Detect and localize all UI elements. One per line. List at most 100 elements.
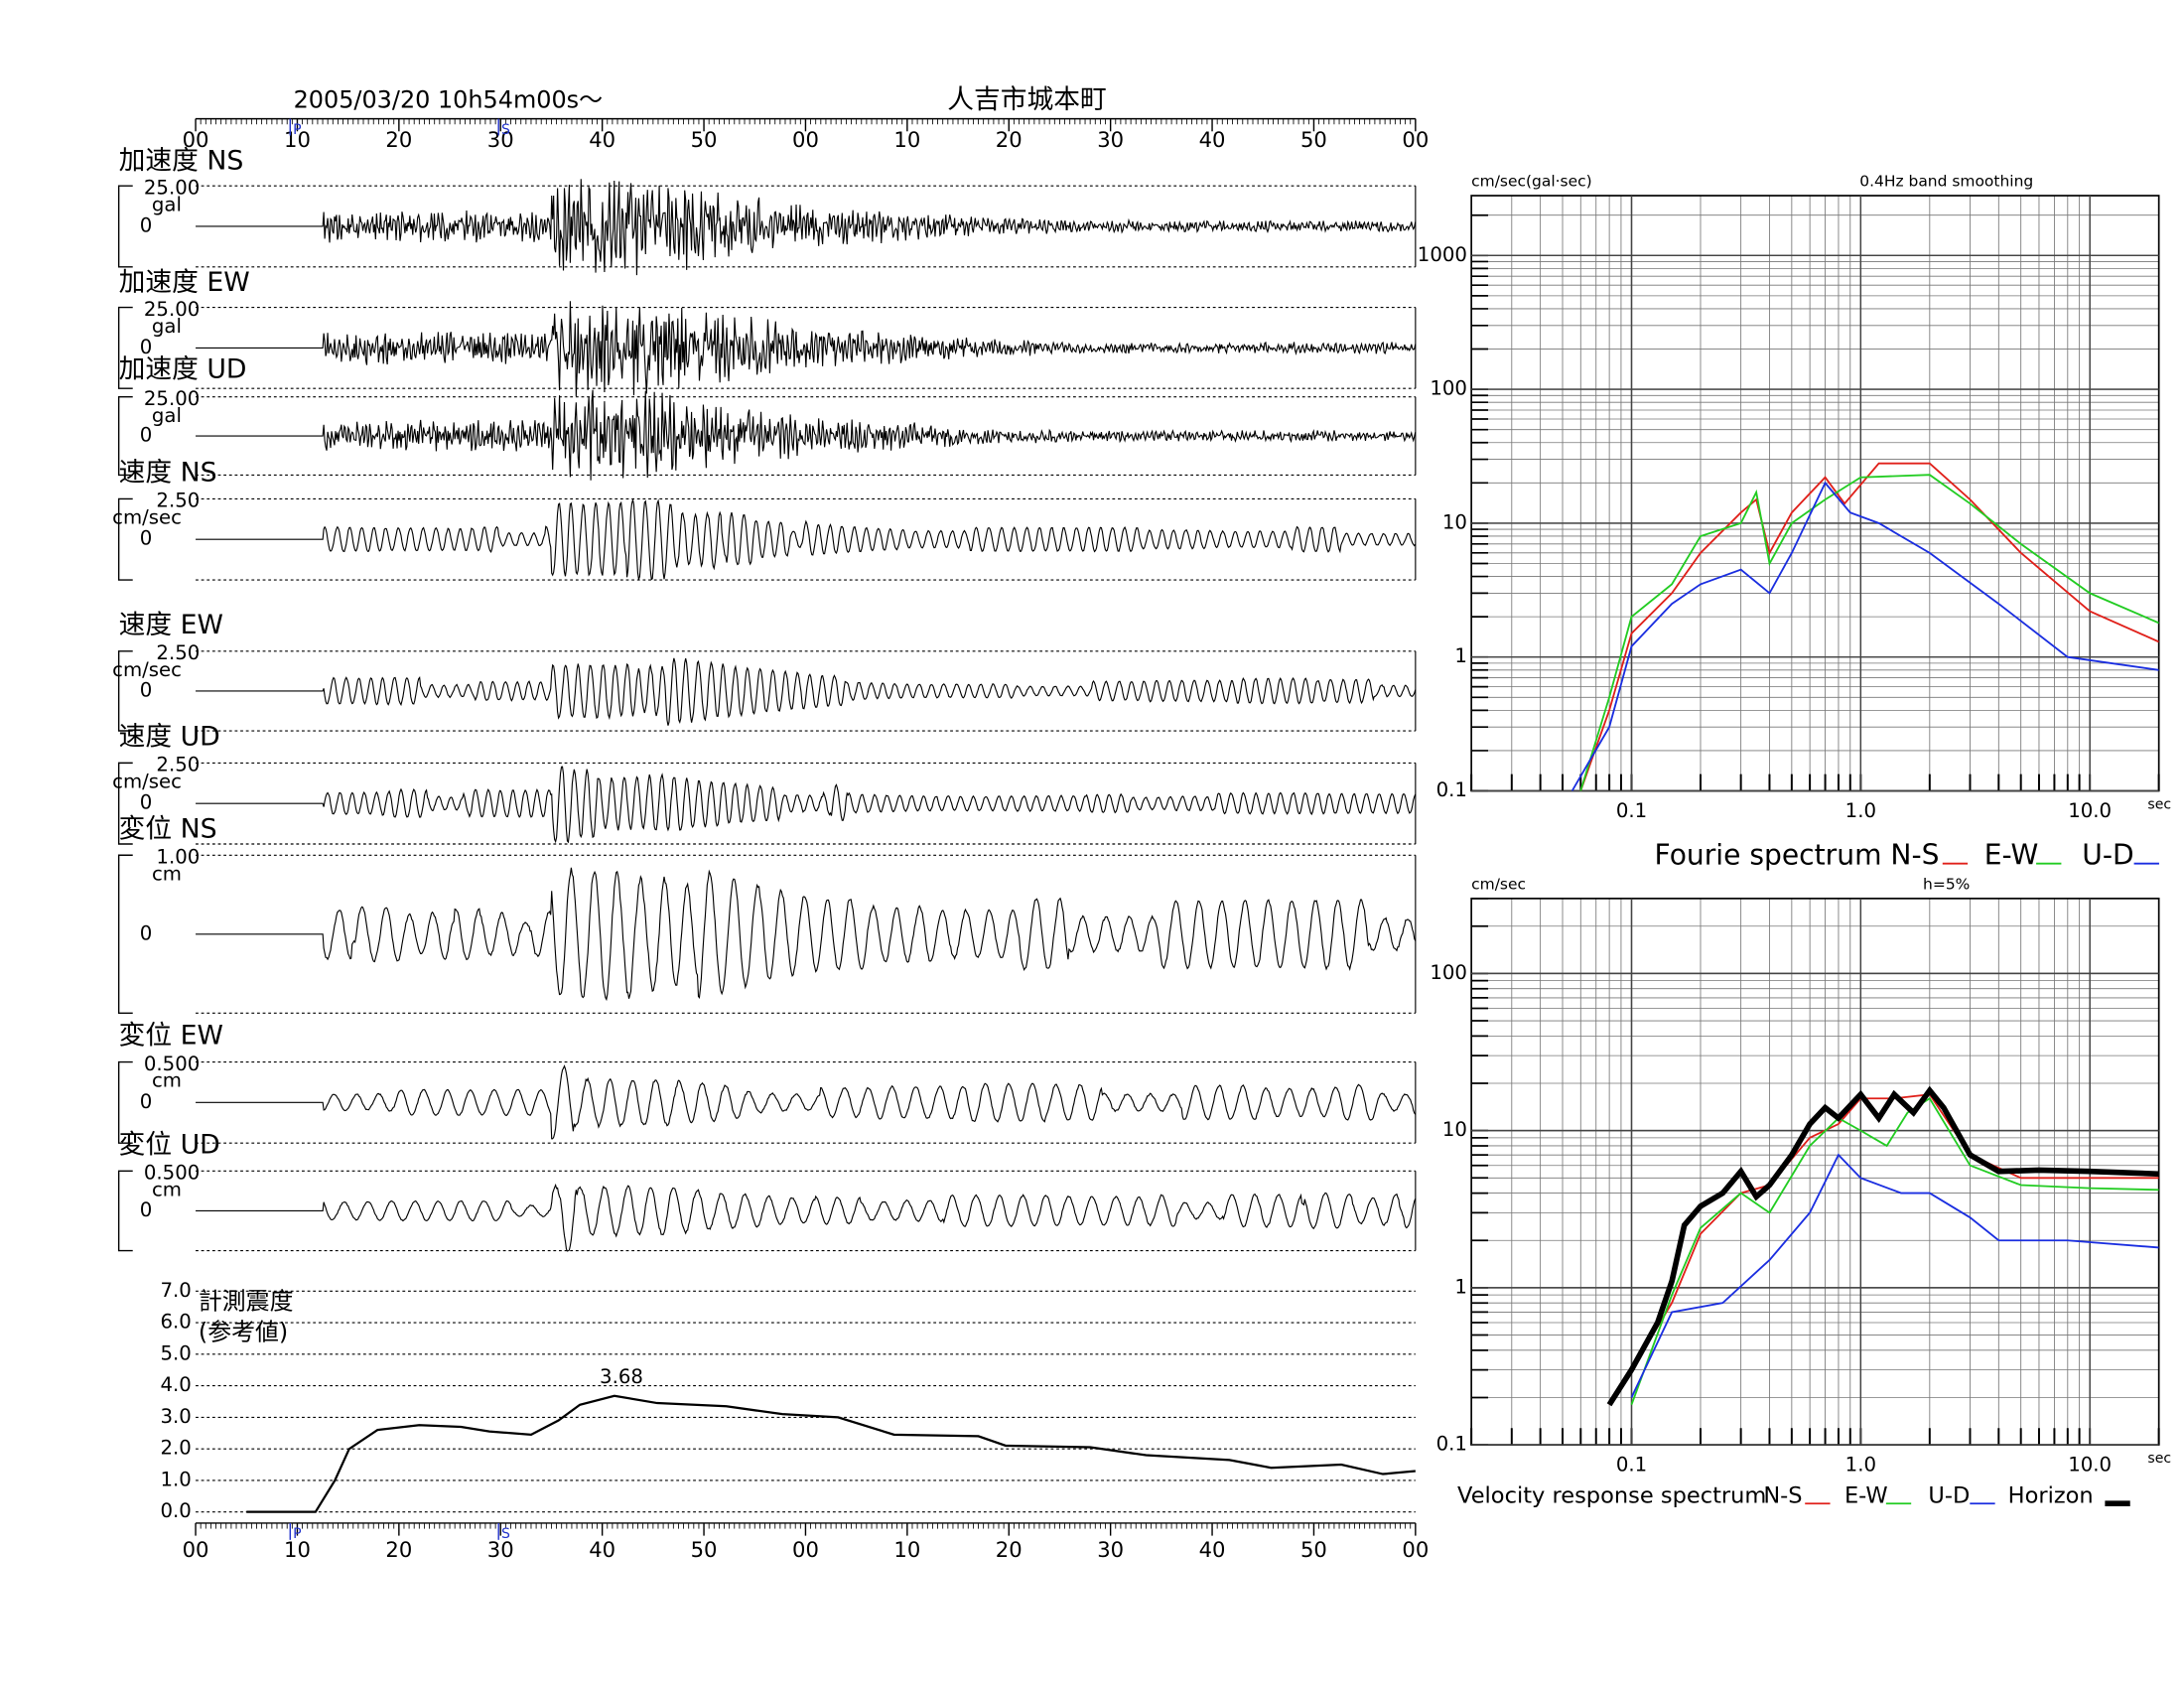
waveform-trace bbox=[196, 867, 1417, 1002]
datetime: 2005/03/20 10h54m00s〜 bbox=[294, 85, 603, 113]
scale-label: 0.500 bbox=[144, 1162, 200, 1185]
y-tick-label: 0.0 bbox=[161, 1499, 192, 1522]
zero-label: 0 bbox=[140, 336, 153, 358]
x-tick-label: 30 bbox=[1097, 1537, 1124, 1562]
panel-label: 加速度 NS bbox=[119, 146, 244, 177]
unit-label: gal bbox=[152, 404, 182, 427]
panel-label: 速度 UD bbox=[119, 722, 220, 753]
waveform-trace bbox=[196, 766, 1417, 844]
unit-label: gal bbox=[152, 193, 182, 215]
x-tick-label: 00 bbox=[1402, 127, 1429, 152]
x-tick-label: 30 bbox=[487, 127, 514, 152]
x-tick-label: 40 bbox=[589, 1537, 615, 1562]
legend-label: N-S bbox=[1763, 1483, 1802, 1509]
scale-bracket bbox=[117, 854, 133, 1014]
waveform-trace bbox=[196, 389, 1417, 481]
x-tick-label: 00 bbox=[183, 127, 209, 152]
panel-label: 変位 NS bbox=[119, 813, 217, 844]
x-unit: sec bbox=[2147, 1451, 2171, 1467]
x-tick-label: 30 bbox=[487, 1537, 514, 1562]
legend-label: U-D bbox=[2082, 839, 2133, 872]
panel-label: 加速度 EW bbox=[119, 267, 250, 298]
x-tick-label: 50 bbox=[691, 127, 718, 152]
scale-bracket bbox=[117, 1170, 133, 1252]
zero-label: 0 bbox=[140, 678, 153, 701]
x-tick-label: 30 bbox=[1097, 127, 1124, 152]
scale-bracket bbox=[117, 1060, 133, 1144]
x-unit: sec bbox=[2147, 797, 2171, 813]
scale-label: 1.00 bbox=[156, 846, 200, 869]
waveform-trace bbox=[196, 1183, 1417, 1252]
scale-label: 25.00 bbox=[144, 176, 200, 199]
panel-label: 変位 EW bbox=[119, 1021, 223, 1052]
scale-label: 25.00 bbox=[144, 387, 200, 410]
x-tick-label: 00 bbox=[792, 127, 819, 152]
panel-label: 速度 NS bbox=[119, 458, 217, 489]
x-tick-label: 20 bbox=[996, 1537, 1023, 1562]
spectrum-line bbox=[1570, 481, 2159, 791]
x-tick-label: 20 bbox=[996, 127, 1023, 152]
zero-label: 0 bbox=[140, 921, 153, 944]
spectrum-line bbox=[1630, 1153, 2159, 1398]
y-label: cm/sec(gal·sec) bbox=[1471, 172, 1592, 190]
scale-label: 25.00 bbox=[144, 298, 200, 321]
y-tick-label: 10 bbox=[1442, 1118, 1467, 1141]
scale-label: 2.50 bbox=[156, 754, 200, 776]
unit-label: gal bbox=[152, 315, 182, 338]
intensity-title: 計測震度 bbox=[199, 1288, 294, 1316]
scale-bracket bbox=[117, 762, 133, 845]
scale-bracket bbox=[117, 497, 133, 581]
x-tick-label: 50 bbox=[691, 1537, 718, 1562]
spectrum-line bbox=[1579, 474, 2159, 791]
y-tick-label: 0.1 bbox=[1436, 778, 1467, 801]
scale-bracket bbox=[117, 185, 133, 268]
x-tick-label: 10 bbox=[893, 1537, 920, 1562]
y-tick-label: 1 bbox=[1454, 1275, 1467, 1298]
x-tick-label: 40 bbox=[589, 127, 615, 152]
waveform-trace bbox=[196, 657, 1417, 726]
unit-label: cm/sec bbox=[112, 506, 182, 529]
spectrum-line bbox=[1630, 1096, 2159, 1406]
legend-title: Fourie spectrum bbox=[1655, 839, 1882, 872]
x-tick-label: 40 bbox=[1199, 1537, 1226, 1562]
phase-marker-label: S bbox=[501, 122, 510, 138]
unit-label: cm bbox=[152, 862, 182, 885]
scale-bracket bbox=[117, 306, 133, 389]
unit-label: cm/sec bbox=[112, 771, 182, 793]
x-tick-label: 10 bbox=[284, 127, 311, 152]
zero-label: 0 bbox=[140, 1090, 153, 1113]
spectrum-line bbox=[1606, 1085, 2159, 1407]
station: 人吉市城本町 bbox=[947, 84, 1106, 115]
waveform-trace bbox=[196, 301, 1417, 396]
scale-label: 0.500 bbox=[144, 1053, 200, 1075]
x-tick-label: 20 bbox=[385, 1537, 412, 1562]
legend-label: U-D bbox=[1928, 1483, 1970, 1509]
x-tick-label: 10 bbox=[284, 1537, 311, 1562]
phase-marker-label: S bbox=[501, 1526, 510, 1542]
note: 0.4Hz band smoothing bbox=[1859, 172, 2033, 190]
scale-label: 2.50 bbox=[156, 641, 200, 664]
x-tick-label: 00 bbox=[792, 1537, 819, 1562]
legend-label: E-W bbox=[1844, 1483, 1888, 1509]
x-tick-label: 50 bbox=[1300, 1537, 1327, 1562]
y-tick-label: 4.0 bbox=[161, 1373, 192, 1396]
x-tick-label: 0.1 bbox=[1616, 1454, 1647, 1477]
legend-label: Horizon bbox=[2008, 1483, 2094, 1509]
intensity-line bbox=[246, 1394, 1416, 1513]
x-tick-label: 1.0 bbox=[1845, 1454, 1876, 1477]
peak-label: 3.68 bbox=[600, 1365, 643, 1388]
y-tick-label: 1000 bbox=[1418, 243, 1467, 266]
legend-title: Velocity response spectrum bbox=[1457, 1483, 1766, 1509]
scale-bracket bbox=[117, 650, 133, 732]
y-label: cm/sec bbox=[1471, 875, 1526, 893]
y-tick-label: 1.0 bbox=[161, 1468, 192, 1490]
x-tick-label: 40 bbox=[1199, 127, 1226, 152]
y-tick-label: 1 bbox=[1454, 644, 1467, 667]
x-tick-label: 00 bbox=[183, 1537, 209, 1562]
legend-label: N-S bbox=[1890, 839, 1939, 872]
waveform-trace bbox=[196, 1064, 1417, 1140]
scale-label: 2.50 bbox=[156, 490, 200, 512]
zero-label: 0 bbox=[140, 1198, 153, 1221]
note: h=5% bbox=[1923, 875, 1970, 893]
